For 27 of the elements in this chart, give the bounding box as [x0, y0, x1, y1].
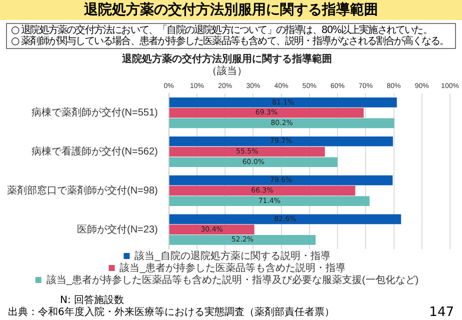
legend-label: 該当_患者が持参した医薬品等も含めた説明・指導及び必要な服薬支援(一包化など)	[46, 274, 419, 286]
source-note: 出典：令和6年度入院・外来医療等における実態調査（薬剤部責任者票）	[8, 306, 334, 319]
chart-subtitle: （該当）	[207, 64, 247, 77]
chart-title: 退院処方薬の交付方法別服用に関する指導範囲	[121, 52, 332, 65]
bar	[169, 224, 254, 234]
bar	[169, 214, 402, 224]
legend-label: 該当_自院の退院処方薬に関する説明・指導	[134, 250, 330, 262]
bar	[169, 196, 370, 206]
bar	[169, 146, 325, 157]
bar	[169, 98, 397, 108]
bar	[169, 108, 364, 118]
text: 退院処方薬の交付方法別服用に関する指導範囲	[0, 0, 462, 20]
text: ○ 退院処方薬の交付方法において、「自院の退院処方について」の指導は、80%以上実施されていた。	[11, 25, 433, 36]
y-tick-label: 病棟で看護師が交付(N=562)	[31, 146, 158, 158]
bar	[169, 186, 356, 196]
bar	[169, 136, 393, 146]
text: ○ 薬剤師が関与している場合、患者が持参した医薬品等も含めて、説明・指導がなされる割合が高くなる。	[11, 36, 450, 47]
y-tick-label: 医師が交付(N=23)	[76, 223, 158, 236]
legend-label: 該当_患者が持参した医薬品等も含めた説明・指導	[120, 262, 346, 274]
y-tick-label: 薬剤部窓口で薬剤師が交付(N=98)	[6, 184, 158, 196]
bar	[169, 234, 316, 245]
y-tick-label: 病棟で薬剤師が交付(N=551)	[31, 106, 158, 119]
bar	[169, 118, 394, 128]
text: N: 回答施設数	[59, 295, 126, 306]
bar	[169, 175, 393, 186]
text: 147	[429, 305, 454, 320]
bar	[169, 157, 338, 168]
